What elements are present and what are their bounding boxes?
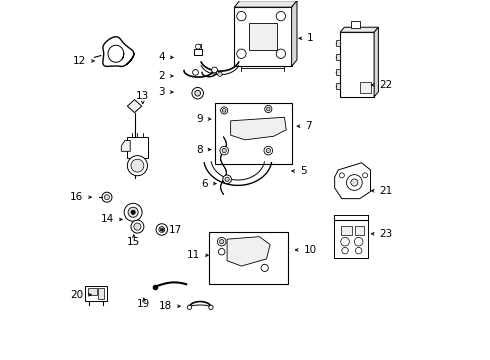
Bar: [194, 49, 202, 55]
Text: 19: 19: [137, 299, 150, 309]
Circle shape: [212, 67, 218, 73]
Text: 4: 4: [158, 52, 165, 62]
Bar: [336, 69, 340, 75]
Bar: [340, 32, 374, 97]
Circle shape: [195, 90, 200, 96]
Text: 11: 11: [187, 250, 200, 260]
Text: 21: 21: [379, 186, 392, 196]
Circle shape: [209, 305, 213, 310]
Circle shape: [237, 49, 246, 58]
Circle shape: [223, 175, 231, 184]
Circle shape: [264, 146, 272, 155]
Bar: [126, 137, 148, 158]
Text: 23: 23: [379, 229, 392, 239]
Bar: [196, 44, 200, 49]
Bar: [355, 226, 364, 234]
Circle shape: [159, 226, 165, 232]
Circle shape: [196, 44, 200, 49]
Circle shape: [193, 69, 198, 75]
Bar: [98, 288, 104, 299]
Circle shape: [276, 12, 286, 21]
Circle shape: [187, 305, 192, 310]
Circle shape: [131, 159, 144, 172]
Circle shape: [342, 247, 348, 254]
Circle shape: [218, 72, 222, 76]
Polygon shape: [374, 27, 378, 97]
Circle shape: [160, 228, 163, 231]
Bar: [351, 22, 360, 28]
Circle shape: [102, 192, 112, 202]
Text: 17: 17: [169, 225, 182, 235]
Polygon shape: [122, 140, 130, 151]
Polygon shape: [292, 1, 297, 66]
Circle shape: [341, 237, 349, 246]
Polygon shape: [227, 237, 270, 266]
Circle shape: [131, 220, 144, 233]
Circle shape: [339, 173, 344, 178]
Circle shape: [104, 195, 109, 200]
Circle shape: [127, 156, 147, 176]
Circle shape: [222, 148, 226, 153]
Circle shape: [134, 223, 141, 230]
Circle shape: [276, 49, 286, 58]
Circle shape: [354, 237, 363, 246]
Text: 6: 6: [201, 179, 208, 189]
Circle shape: [267, 107, 270, 111]
Text: 8: 8: [196, 144, 203, 154]
Polygon shape: [231, 117, 286, 140]
Circle shape: [220, 107, 228, 114]
Bar: [248, 23, 277, 50]
Bar: [336, 40, 340, 46]
Circle shape: [355, 247, 362, 254]
Circle shape: [351, 179, 358, 186]
Bar: [336, 54, 340, 60]
Bar: [209, 232, 288, 284]
Text: 12: 12: [73, 56, 86, 66]
Circle shape: [156, 224, 168, 235]
Bar: [85, 286, 107, 301]
Bar: [360, 82, 370, 93]
Text: 5: 5: [300, 166, 306, 176]
Text: 10: 10: [303, 245, 317, 255]
Circle shape: [131, 210, 135, 215]
Text: 7: 7: [305, 121, 312, 131]
Bar: [234, 7, 292, 66]
Text: 3: 3: [158, 87, 165, 97]
Circle shape: [220, 239, 224, 244]
Circle shape: [218, 237, 226, 246]
Polygon shape: [340, 27, 378, 32]
Text: 18: 18: [159, 301, 172, 311]
Bar: [215, 103, 292, 164]
Circle shape: [266, 148, 270, 153]
Bar: [334, 220, 368, 258]
Circle shape: [192, 87, 203, 99]
Bar: [336, 83, 340, 89]
Bar: [88, 288, 97, 296]
Polygon shape: [234, 1, 297, 7]
Bar: [341, 226, 351, 234]
Circle shape: [222, 109, 226, 112]
Circle shape: [128, 207, 138, 217]
Circle shape: [265, 105, 272, 113]
Text: 22: 22: [379, 80, 392, 90]
Circle shape: [261, 264, 269, 271]
Text: 14: 14: [101, 215, 114, 224]
Circle shape: [346, 175, 362, 190]
Text: 1: 1: [307, 33, 314, 43]
Circle shape: [124, 203, 142, 221]
Text: 16: 16: [70, 192, 83, 202]
Text: 15: 15: [127, 237, 141, 247]
Circle shape: [220, 146, 228, 155]
Text: 2: 2: [158, 71, 165, 81]
Circle shape: [219, 248, 225, 255]
Circle shape: [363, 173, 368, 178]
Circle shape: [237, 12, 246, 21]
Polygon shape: [127, 100, 142, 113]
Circle shape: [225, 177, 229, 181]
Polygon shape: [335, 163, 370, 199]
Text: 20: 20: [70, 290, 83, 300]
Text: 13: 13: [136, 91, 149, 102]
Text: 9: 9: [196, 114, 203, 124]
